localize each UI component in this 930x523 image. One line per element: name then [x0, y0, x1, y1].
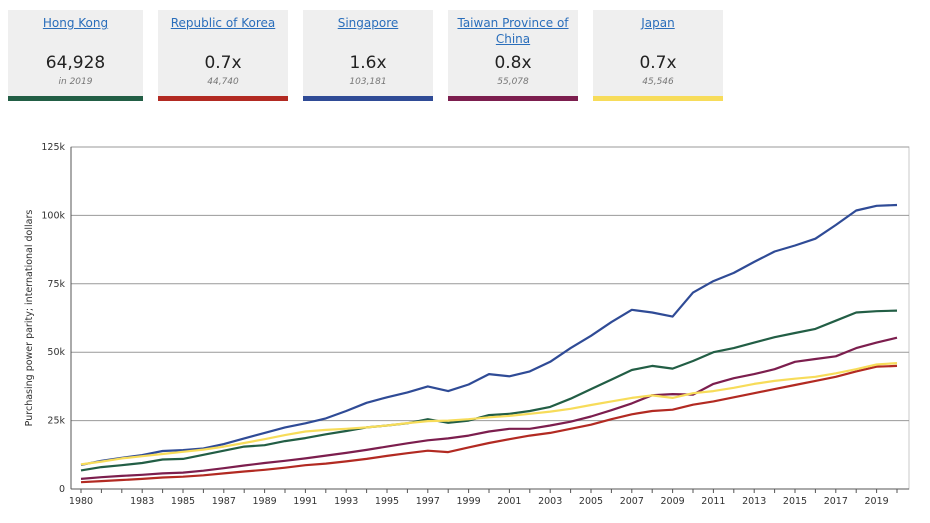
x-tick-label: 2007	[620, 496, 644, 507]
x-tick-label: 2011	[701, 496, 725, 507]
economy-subvalue: 55,078	[497, 77, 529, 87]
economy-value: 1.6x	[349, 53, 387, 73]
x-tick-label: 1989	[253, 496, 277, 507]
x-tick-label: 1993	[334, 496, 358, 507]
series-line-taiwan-province-of-china[interactable]	[80, 336, 898, 480]
economy-card: Singapore 1.6x 103,181	[303, 10, 433, 101]
series-line-republic-of-korea[interactable]	[80, 364, 898, 484]
economy-link[interactable]: Republic of Korea	[170, 16, 276, 30]
x-tick-label: 1999	[457, 496, 481, 507]
y-tick-label: 100k	[41, 210, 65, 221]
economy-card: Republic of Korea 0.7x 44,740	[158, 10, 288, 101]
y-tick-label: 75k	[47, 279, 65, 290]
economy-value: 64,928	[45, 53, 106, 73]
economy-value: 0.7x	[639, 53, 677, 73]
economy-color-bar	[303, 96, 433, 101]
x-tick-label: 2005	[579, 496, 603, 507]
economy-value: 0.7x	[204, 53, 242, 73]
x-tick-label: 2015	[783, 496, 807, 507]
economy-value: 0.8x	[494, 53, 532, 73]
economy-subvalue: 44,740	[207, 77, 239, 87]
x-tick-label: 2013	[742, 496, 766, 507]
economy-link[interactable]: Singapore	[337, 16, 399, 30]
economy-link[interactable]: Hong Kong	[42, 16, 109, 30]
y-tick-label: 50k	[47, 347, 65, 358]
x-tick-label: 2001	[497, 496, 521, 507]
plot-frame	[70, 146, 910, 490]
x-tick-label: 1997	[416, 496, 440, 507]
x-tick-label: 2009	[661, 496, 685, 507]
x-tick-label: 1985	[171, 496, 195, 507]
series-line-japan[interactable]	[80, 362, 898, 466]
economy-card: Taiwan Province of China 0.8x 55,078	[448, 10, 578, 101]
x-tick-label: 2017	[824, 496, 848, 507]
economy-subvalue: 45,546	[642, 77, 674, 87]
x-tick-label: 1987	[212, 496, 236, 507]
economy-link[interactable]: Japan	[641, 16, 675, 30]
economy-card: Japan 0.7x 45,546	[593, 10, 723, 101]
y-tick-label: 0	[59, 484, 65, 495]
economy-color-bar	[158, 96, 288, 101]
x-tick-label: 1980	[69, 496, 93, 507]
x-tick-label: 2003	[538, 496, 562, 507]
economy-card: Hong Kong 64,928 in 2019	[8, 10, 143, 101]
economy-subvalue: 103,181	[349, 77, 387, 87]
x-tick-label: 1991	[293, 496, 317, 507]
x-tick-label: 2019	[865, 496, 889, 507]
series-line-singapore[interactable]	[80, 203, 898, 466]
y-axis-label: Purchasing power parity; international d…	[24, 210, 35, 427]
x-tick-label: 1995	[375, 496, 399, 507]
y-tick-label: 125k	[41, 142, 65, 153]
economy-subvalue: in 2019	[58, 77, 93, 87]
series-line-hong-kong[interactable]	[80, 309, 898, 472]
economy-color-bar	[593, 96, 723, 101]
x-tick-label: 1983	[130, 496, 154, 507]
economy-color-bar	[8, 96, 143, 101]
economy-color-bar	[448, 96, 578, 101]
y-tick-label: 25k	[47, 416, 65, 427]
economy-link[interactable]: Taiwan Province of China	[457, 16, 569, 46]
